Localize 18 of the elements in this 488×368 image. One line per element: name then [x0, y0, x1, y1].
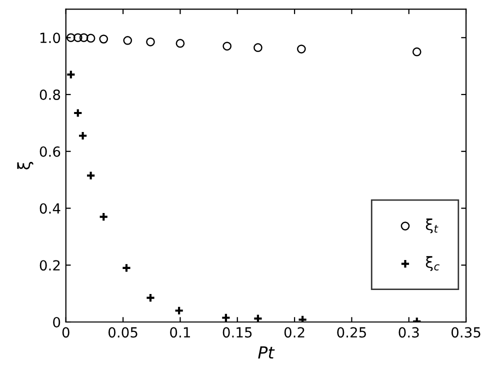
y-tick-label: 1.0 [40, 32, 60, 44]
legend-label: ξ$_{c}$ [426, 256, 440, 271]
y-tick-label: 0.2 [40, 260, 60, 271]
x-tick-label: 0.3 [398, 327, 419, 338]
x-tick-label: 0.1 [170, 327, 190, 338]
y-tick-label: 0.4 [40, 203, 60, 214]
x-tick-label: 0.25 [337, 327, 366, 338]
y-tick-label: 0.6 [40, 146, 60, 157]
y-tick-label: 0.8 [40, 89, 60, 100]
y-tick-label: 0 [53, 316, 60, 328]
y-axis-title: ξ [17, 162, 34, 170]
x-tick-label: 0.15 [222, 327, 252, 338]
x-tick-label: 0.05 [108, 327, 138, 338]
x-tick-label: 0.35 [451, 327, 480, 338]
x-axis-title: Pt [258, 346, 275, 359]
x-tick-label: 0.2 [284, 327, 304, 338]
x-tick-label: 0 [62, 327, 70, 338]
legend-label: ξ$_{t}$ [426, 218, 438, 234]
